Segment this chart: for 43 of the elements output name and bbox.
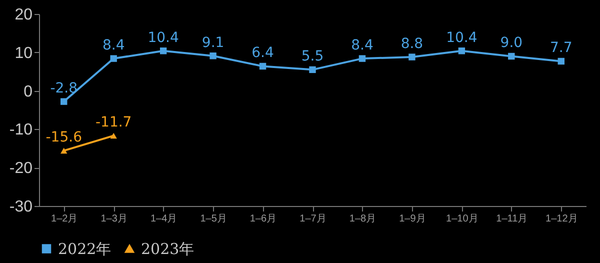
data-label: 8.8 [400, 36, 424, 52]
data-label: -11.7 [95, 114, 132, 131]
data-label: 8.4 [351, 38, 374, 54]
point [309, 66, 316, 74]
x-tick-label: 1–11月 [496, 214, 528, 224]
y-tick-label: 0 [24, 83, 33, 100]
point [508, 52, 515, 60]
x-tick-label: 1–5月 [200, 214, 227, 224]
y-tick-label: 20 [14, 6, 33, 24]
x-tick-label: 1–4月 [150, 214, 178, 224]
x-tick-label: 1–3月 [100, 214, 128, 224]
point [160, 48, 167, 54]
data-label: 7.7 [550, 40, 572, 56]
legend-label: 2023年 [141, 240, 194, 258]
data-label: 9.1 [202, 34, 224, 51]
data-label: 10.4 [446, 30, 478, 46]
data-label: -15.6 [46, 130, 82, 146]
x-tick-label: 1–7月 [300, 214, 326, 224]
point [110, 55, 117, 62]
y-tick-label: -20 [9, 160, 33, 178]
y-tick-label: -10 [9, 122, 33, 139]
y-tick-label: 10 [14, 44, 33, 62]
point [558, 58, 564, 65]
x-tick-label: 1–8月 [349, 214, 376, 224]
x-tick-label: 1–10月 [446, 214, 478, 224]
x-tick-label: 1–6月 [250, 214, 277, 224]
data-label: 6.4 [252, 45, 274, 62]
point [458, 48, 466, 54]
point [259, 62, 266, 70]
x-tick-label: 1–9月 [399, 214, 426, 224]
data-label: 8.4 [102, 38, 125, 54]
point [408, 54, 416, 60]
data-label: -2.8 [50, 80, 78, 97]
x-tick-label: 1–12月 [546, 214, 578, 224]
point [60, 98, 68, 105]
data-label: 10.4 [148, 30, 179, 46]
point [358, 55, 366, 62]
point [210, 52, 216, 60]
legend-label: 2022年 [58, 240, 112, 258]
x-tick-label: 1–2月 [51, 214, 78, 224]
data-label: 5.5 [301, 48, 324, 65]
y-tick-label: -30 [9, 198, 33, 216]
data-label: 9.0 [500, 35, 523, 52]
